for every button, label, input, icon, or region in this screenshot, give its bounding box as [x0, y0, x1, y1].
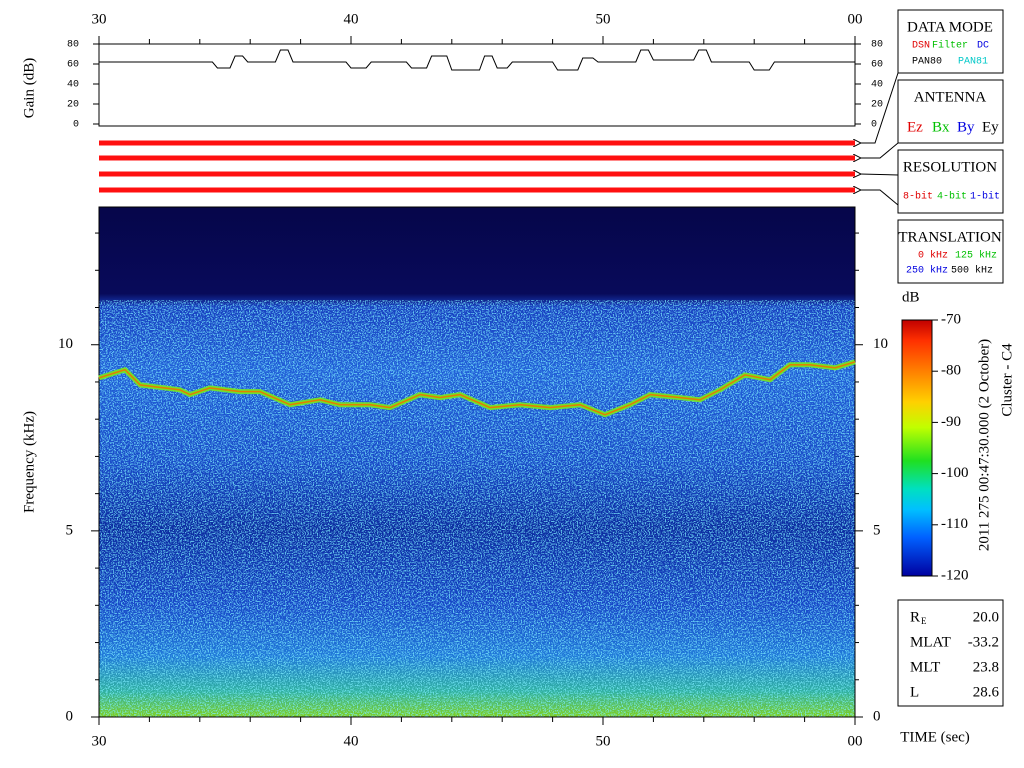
colorbar-tick-label: -120 — [941, 567, 969, 583]
info-value: 23.8 — [973, 659, 999, 675]
panel-box — [897, 9, 1004, 74]
panel-item: DSN — [912, 41, 930, 52]
y-tick-label: 0 — [66, 708, 74, 724]
panel-box — [897, 79, 1004, 144]
x-tick-label: 00 — [848, 11, 863, 27]
panel-item: 0 kHz — [918, 250, 948, 262]
panel-item: Bx — [932, 119, 950, 135]
colorbar-tick-label: -80 — [941, 363, 961, 379]
y-tick-label: 60 — [67, 60, 79, 71]
y-tick-label: 10 — [58, 336, 73, 352]
y-tick-label: 5 — [66, 522, 74, 538]
y-tick-label: 80 — [871, 40, 883, 51]
info-label: MLT — [910, 659, 940, 675]
info-label: L — [910, 684, 919, 700]
colorbar-tick-label: -90 — [941, 414, 961, 430]
panel-item: 500 kHz — [951, 265, 993, 277]
panel-item: Filter — [932, 40, 968, 52]
y-tick-label: 5 — [873, 522, 881, 538]
connector — [860, 142, 899, 158]
panel-item: PAN80 — [912, 57, 942, 68]
spectrogram-noise — [99, 300, 855, 717]
colorbar-label: dB — [902, 289, 920, 305]
y-tick-label: 80 — [67, 40, 79, 51]
connector — [860, 72, 899, 143]
panel-title: ANTENNA — [914, 89, 987, 105]
y-tick-label: 20 — [67, 100, 79, 111]
annotation: 2011 275 00:47:30.000 (2 October) — [976, 339, 992, 551]
colorbar-tick-label: -70 — [941, 311, 961, 327]
panel-item: 125 kHz — [955, 250, 997, 262]
info-value: -33.2 — [968, 634, 999, 650]
x-tick-label: 30 — [92, 733, 107, 749]
y-tick-label: 0 — [873, 708, 881, 724]
y-tick-label: 60 — [871, 60, 883, 71]
panel-item: DC — [977, 41, 989, 52]
info-label: R — [910, 609, 920, 625]
y-tick-label: 20 — [871, 100, 883, 111]
panel-item: Ey — [982, 119, 999, 135]
y-tick-label: 40 — [871, 80, 883, 91]
info-value: 28.6 — [973, 684, 1000, 700]
colorbar — [901, 319, 933, 577]
panel-box — [897, 149, 1004, 214]
panel-item: 250 kHz — [906, 265, 948, 277]
y-tick-label: 0 — [871, 120, 877, 131]
panel-title: RESOLUTION — [903, 159, 997, 175]
connector-lines — [860, 72, 899, 206]
x-tick-label: 40 — [344, 11, 359, 27]
panel-item: 8-bit — [903, 191, 933, 203]
spectrogram-frame — [98, 206, 856, 718]
gain-axis-label: Gain (dB) — [21, 58, 37, 118]
info-value: 20.0 — [973, 609, 999, 625]
colorbar-tick-label: -110 — [941, 516, 968, 532]
panel-box — [897, 219, 1004, 284]
panel-item: 1-bit — [970, 191, 1000, 203]
resolution-bars — [99, 140, 855, 193]
x-tick-label: 50 — [596, 11, 611, 27]
panel-item: 4-bit — [937, 191, 967, 203]
panel-title: DATA MODE — [907, 19, 993, 35]
info-box — [897, 599, 1004, 707]
connector — [860, 190, 899, 206]
panel-item: By — [957, 119, 975, 135]
connector — [860, 174, 899, 175]
y-axis-label: Frequency (kHz) — [21, 411, 37, 513]
info-label: MLAT — [910, 634, 951, 650]
x-tick-label: 40 — [344, 733, 359, 749]
x-tick-label: 30 — [92, 11, 107, 27]
panel-item: Ez — [907, 119, 923, 135]
panel-item: PAN81 — [958, 57, 988, 68]
panel-title: TRANSLATION — [898, 229, 1001, 245]
annotation: Cluster - C4 — [999, 343, 1015, 417]
x-axis-label: TIME (sec) — [900, 729, 970, 745]
gain-frame — [98, 43, 856, 127]
colorbar-tick-label: -100 — [941, 465, 969, 481]
gain-line — [99, 49, 855, 71]
y-tick-label: 40 — [67, 80, 79, 91]
trace-line — [98, 361, 856, 416]
x-tick-label: 50 — [596, 733, 611, 749]
y-tick-label: 0 — [73, 120, 79, 131]
x-tick-label: 00 — [848, 733, 863, 749]
info-subscript: E — [921, 616, 927, 626]
y-tick-label: 10 — [873, 336, 888, 352]
